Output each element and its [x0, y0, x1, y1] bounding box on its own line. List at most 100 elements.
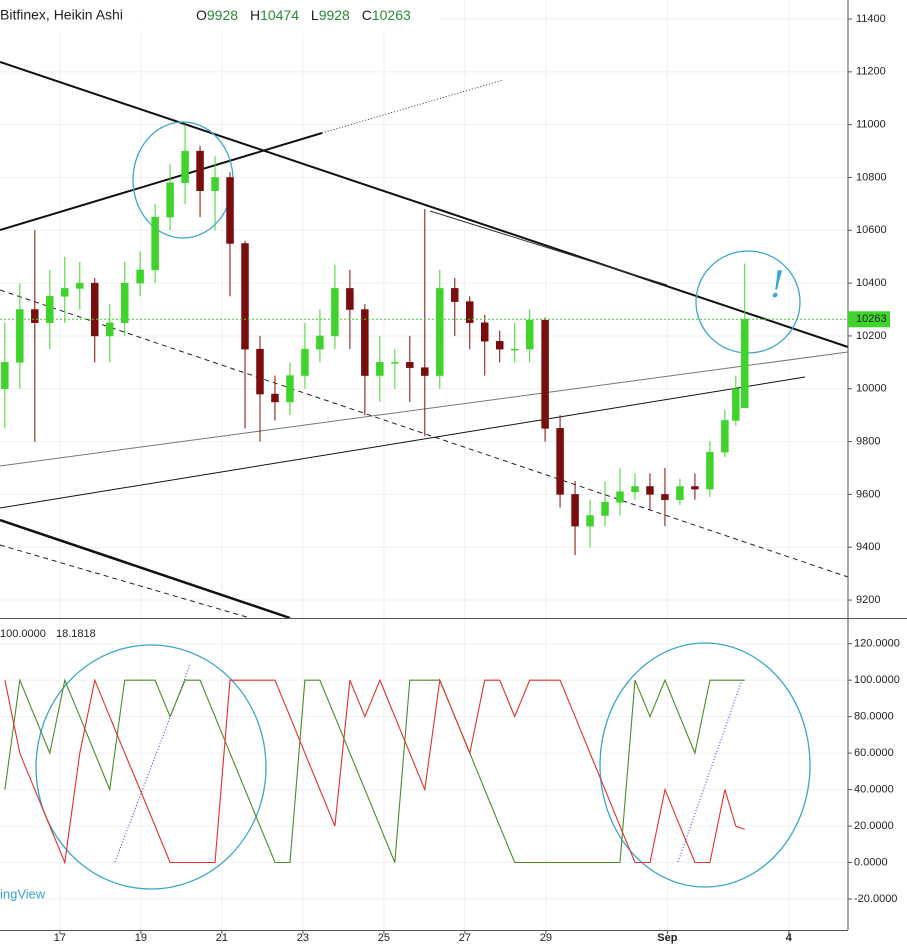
candle-body	[480, 322, 489, 342]
header-bg	[0, 0, 440, 34]
candle-body	[346, 288, 354, 310]
candle-body	[256, 348, 264, 395]
ohlc-name: L	[311, 7, 319, 23]
y-tick-label: -20.0000	[854, 893, 897, 905]
candle-body	[391, 362, 399, 364]
candle-body	[525, 319, 534, 350]
candle-body	[105, 322, 114, 337]
x-tick-label: 25	[378, 932, 390, 944]
watermark: ingView	[0, 886, 46, 901]
candle-body	[740, 319, 749, 409]
x-tick-label: 27	[459, 932, 471, 944]
candle-body	[271, 393, 279, 403]
candle-body	[586, 515, 594, 527]
candle-body	[76, 282, 84, 289]
x-tick-label: 17	[54, 932, 66, 944]
marks	[0, 124, 848, 865]
candle-body	[706, 451, 714, 490]
ohlc-value: 10263	[372, 7, 411, 23]
highlight-circle	[35, 644, 267, 890]
trend-line	[677, 679, 743, 863]
y-tick-label: 10600	[856, 224, 887, 236]
last-price-label: 10263	[856, 313, 887, 325]
candle-body	[510, 348, 519, 351]
x-tick-label: Sep	[657, 932, 677, 944]
y-tick-label: 10800	[856, 171, 887, 183]
y-tick-label: 80.0000	[854, 711, 894, 723]
candle-body	[46, 296, 54, 323]
ohlc-name: C	[362, 7, 372, 23]
x-tick-label: 23	[297, 932, 309, 944]
indicator-line	[4, 678, 745, 864]
candle-body	[556, 428, 564, 495]
trend-line	[0, 132, 323, 231]
indicator-value: 18.1818	[56, 628, 96, 640]
y-tick-label: 40.0000	[854, 783, 894, 795]
candle-body	[361, 309, 369, 376]
candle-body	[721, 420, 729, 453]
candle-body	[241, 243, 249, 350]
candle-body	[631, 486, 639, 493]
candle-body	[31, 309, 39, 323]
candle-body	[166, 182, 174, 218]
indicator-value: 100.0000	[0, 628, 46, 640]
candle-body	[466, 301, 474, 323]
annotation: !	[770, 265, 784, 306]
candle-body	[151, 216, 159, 271]
x-tick-label: 21	[216, 932, 228, 944]
y-tick-label: 9600	[856, 488, 880, 500]
candle-body	[676, 486, 684, 500]
y-tick-label: 0.0000	[854, 856, 888, 868]
candle-body	[691, 486, 699, 490]
candle-body	[495, 340, 504, 350]
trend-line	[429, 210, 668, 286]
highlight-circle	[599, 642, 811, 888]
trend-line	[0, 351, 849, 467]
x-tick-label: 4	[786, 932, 793, 944]
y-tick-label: 9800	[856, 435, 880, 447]
y-tick-label: 11400	[856, 13, 886, 25]
candle-body	[226, 177, 234, 244]
ohlc-name: O	[196, 7, 207, 23]
candle-body	[541, 319, 549, 429]
candle-body	[16, 309, 24, 363]
ohlc-value: 9928	[319, 7, 350, 23]
trend-line	[0, 518, 291, 620]
candle-body	[316, 335, 324, 350]
y-tick-label: 10400	[856, 277, 887, 289]
candle-body	[421, 367, 429, 376]
candle-body	[732, 388, 740, 421]
candle-body	[646, 486, 654, 495]
y-tick-label: 10000	[856, 383, 887, 395]
candle-body	[91, 282, 99, 337]
candle-body	[661, 494, 669, 500]
candle-body	[571, 494, 579, 527]
y-tick-label: 60.0000	[854, 747, 894, 759]
y-tick-label: 9400	[856, 541, 880, 553]
candle-body	[196, 150, 204, 191]
chart-title: Bitfinex, Heikin Ashi	[0, 7, 123, 23]
candle-body	[61, 288, 69, 297]
trend-line	[0, 376, 806, 509]
trend-line	[0, 544, 251, 619]
last-price-tag	[848, 311, 890, 328]
y-tick-label: 11200	[856, 66, 886, 78]
candle-body	[301, 348, 309, 376]
x-tick-label: 19	[135, 932, 147, 944]
x-tick-label: 29	[540, 932, 552, 944]
candle-body	[286, 375, 294, 403]
grid-layer	[0, 0, 848, 930]
ohlc: O9928 H10474 L9928 C10263	[196, 7, 411, 23]
candle-body	[376, 362, 384, 376]
candle-body	[601, 502, 609, 516]
candle-body	[181, 150, 189, 184]
ohlc-name: H	[250, 7, 260, 23]
indicator-line	[4, 678, 745, 865]
candle-body	[331, 288, 339, 337]
candle-body	[211, 177, 219, 191]
y-tick-label: 100.0000	[854, 674, 900, 686]
ohlc-value: 9928	[207, 7, 238, 23]
y-tick-label: 10200	[856, 330, 887, 342]
candle-body	[436, 288, 444, 376]
